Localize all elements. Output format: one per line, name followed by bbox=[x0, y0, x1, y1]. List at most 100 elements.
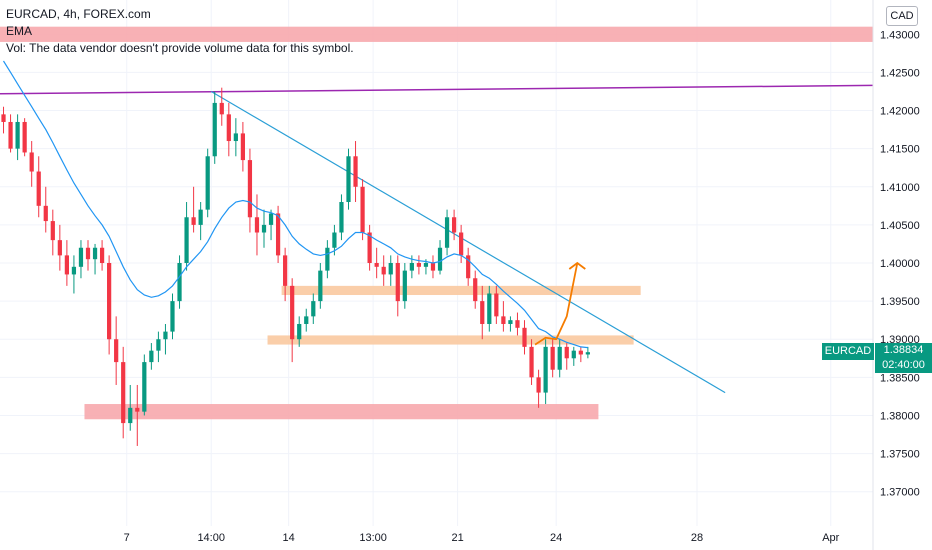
candle bbox=[367, 224, 372, 271]
candle-body bbox=[219, 102, 224, 115]
candle-body bbox=[22, 121, 27, 153]
candle-body bbox=[184, 217, 189, 263]
zone-bottom bbox=[84, 404, 599, 420]
candle bbox=[219, 87, 224, 126]
candle-body bbox=[557, 346, 562, 370]
candle bbox=[339, 194, 344, 241]
candle bbox=[529, 339, 534, 385]
candle bbox=[550, 339, 555, 378]
currency-button[interactable]: CAD bbox=[886, 6, 918, 26]
candle bbox=[311, 293, 316, 324]
indicator-ema[interactable]: EMA bbox=[6, 24, 33, 38]
candle bbox=[1, 106, 6, 134]
candle bbox=[487, 285, 492, 332]
last-price-value: 1.38834 bbox=[883, 344, 924, 356]
candle bbox=[444, 209, 450, 256]
time-axis[interactable]: 7 14:00 14 13:00 21 24 28 Apr bbox=[124, 532, 840, 544]
candle bbox=[247, 148, 253, 233]
volume-note: Vol: The data vendor doesn't provide vol… bbox=[6, 41, 354, 55]
candle-body bbox=[494, 293, 499, 317]
candle-body bbox=[36, 171, 41, 206]
candle-body bbox=[135, 407, 140, 412]
time-tick-label: 28 bbox=[691, 532, 703, 544]
candle-body bbox=[149, 350, 154, 363]
candle-body bbox=[205, 156, 210, 210]
price-tick-label: 1.38000 bbox=[880, 410, 920, 422]
candle bbox=[156, 331, 161, 363]
candle-body bbox=[15, 121, 20, 149]
candle-body bbox=[156, 339, 161, 351]
candle-body bbox=[261, 224, 267, 233]
price-tick-label: 1.42500 bbox=[880, 67, 920, 79]
candle bbox=[374, 247, 379, 279]
candle bbox=[184, 202, 189, 271]
candle bbox=[177, 255, 182, 309]
candle bbox=[543, 339, 548, 405]
candle-body bbox=[128, 407, 133, 424]
candle bbox=[149, 343, 154, 370]
candle-body bbox=[226, 114, 231, 142]
candle bbox=[283, 247, 288, 302]
last-price-label: 1.38834 02:40:00 bbox=[875, 343, 932, 373]
price-axis[interactable]: 1.43000 1.42500 1.42000 1.41500 1.41000 1.405… bbox=[880, 29, 920, 498]
grid-lines bbox=[0, 0, 873, 526]
candle bbox=[304, 308, 309, 332]
candle-body bbox=[508, 320, 513, 324]
candle-body bbox=[423, 263, 429, 267]
candle bbox=[437, 240, 443, 275]
price-tick-label: 1.43000 bbox=[880, 29, 920, 41]
candle-body bbox=[430, 263, 436, 271]
candle-body bbox=[71, 266, 77, 275]
candle bbox=[416, 255, 422, 275]
candle-body bbox=[339, 202, 344, 233]
time-tick-label: 14:00 bbox=[197, 532, 225, 544]
candle-body bbox=[29, 152, 34, 172]
candle-body bbox=[85, 247, 91, 260]
candle-body bbox=[43, 205, 48, 222]
candle bbox=[254, 194, 260, 256]
candle-body bbox=[416, 263, 422, 267]
candle-body bbox=[437, 247, 443, 271]
candle bbox=[466, 247, 471, 286]
candle-body bbox=[121, 362, 126, 424]
candle-body bbox=[64, 255, 69, 275]
candle-body bbox=[198, 209, 203, 225]
candle bbox=[290, 278, 295, 363]
candle-body bbox=[290, 285, 295, 340]
symbol-price-label: EURCAD bbox=[822, 343, 874, 360]
candle-body bbox=[163, 331, 168, 340]
candle bbox=[381, 255, 386, 286]
candle-body bbox=[585, 352, 590, 355]
candle bbox=[205, 148, 210, 218]
candle-body bbox=[297, 323, 302, 340]
candle bbox=[388, 255, 393, 286]
candle bbox=[325, 240, 330, 279]
candle-body bbox=[78, 247, 84, 267]
candle-body bbox=[283, 255, 288, 286]
candle-body bbox=[522, 327, 527, 347]
candle bbox=[353, 141, 358, 203]
candle-body bbox=[233, 133, 238, 142]
candle bbox=[275, 205, 281, 263]
candle-body bbox=[325, 247, 330, 271]
drawn-lines bbox=[0, 84, 874, 394]
candle bbox=[29, 141, 34, 187]
candle bbox=[8, 114, 13, 153]
candle bbox=[402, 263, 407, 309]
time-tick-label: 7 bbox=[124, 532, 130, 544]
candle bbox=[163, 323, 168, 355]
candle-body bbox=[92, 247, 98, 260]
resistance-line bbox=[0, 84, 874, 95]
candlesticks bbox=[1, 87, 590, 446]
candle-body bbox=[353, 156, 358, 187]
candle bbox=[480, 285, 485, 340]
ema-path bbox=[2, 60, 588, 349]
candle-body bbox=[318, 270, 323, 302]
candle bbox=[360, 179, 365, 241]
symbol-title[interactable]: EURCAD, 4h, FOREX.com bbox=[6, 7, 151, 21]
candle-body bbox=[543, 346, 548, 393]
candle bbox=[318, 263, 323, 309]
candle-body bbox=[57, 240, 62, 256]
candle bbox=[451, 209, 457, 241]
